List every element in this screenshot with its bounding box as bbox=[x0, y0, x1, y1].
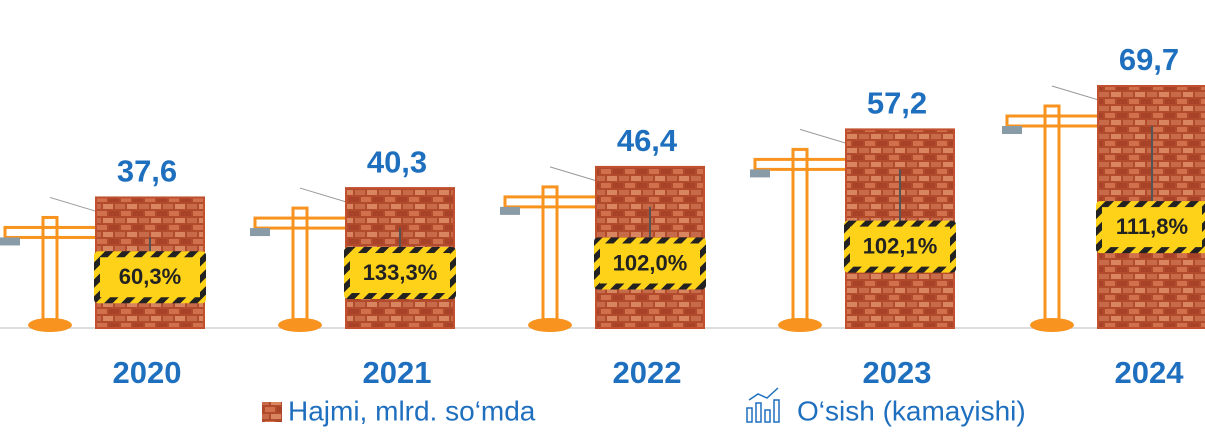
growth-label: 102,1% bbox=[863, 233, 938, 258]
plate bbox=[850, 226, 950, 267]
x-tick-label: 2023 bbox=[863, 355, 932, 390]
x-tick-label: 2021 bbox=[363, 355, 432, 390]
crane-mast bbox=[291, 206, 309, 328]
plate bbox=[350, 253, 450, 294]
crane-base bbox=[28, 318, 72, 332]
growth-label: 111,8% bbox=[1116, 214, 1188, 239]
x-tick-label: 2024 bbox=[1115, 355, 1185, 390]
x-tick-label: 2020 bbox=[113, 355, 182, 390]
crane-counterweight bbox=[1002, 126, 1022, 134]
crane-base bbox=[278, 318, 322, 332]
value-label: 40,3 bbox=[367, 144, 427, 179]
growth-label: 60,3% bbox=[119, 264, 181, 289]
crane-mast bbox=[791, 147, 809, 328]
value-label: 69,7 bbox=[1119, 42, 1179, 77]
x-tick-label: 2022 bbox=[613, 355, 682, 390]
plate bbox=[600, 243, 700, 284]
legend-icon bbox=[746, 387, 780, 423]
value-label: 46,4 bbox=[617, 123, 678, 158]
crane-base bbox=[528, 318, 572, 332]
growth-label: 102,0% bbox=[613, 250, 688, 275]
value-label: 57,2 bbox=[867, 86, 927, 121]
value-label: 37,6 bbox=[117, 154, 177, 189]
legend-label: O‘sish (kamayishi) bbox=[797, 395, 1026, 426]
crane-mast bbox=[1043, 104, 1061, 328]
crane-base bbox=[1030, 318, 1074, 332]
crane-base bbox=[778, 318, 822, 332]
legend-label: Hajmi, mlrd. so‘mda bbox=[288, 395, 536, 426]
growth-label: 133,3% bbox=[363, 260, 438, 285]
crane-mast bbox=[41, 215, 59, 328]
crane-counterweight bbox=[0, 237, 20, 246]
crane-counterweight bbox=[250, 228, 270, 237]
legend-swatch bbox=[262, 402, 282, 422]
plate bbox=[1102, 207, 1202, 248]
plate bbox=[100, 257, 200, 298]
crane-counterweight bbox=[750, 169, 770, 178]
crane-counterweight bbox=[500, 206, 520, 215]
